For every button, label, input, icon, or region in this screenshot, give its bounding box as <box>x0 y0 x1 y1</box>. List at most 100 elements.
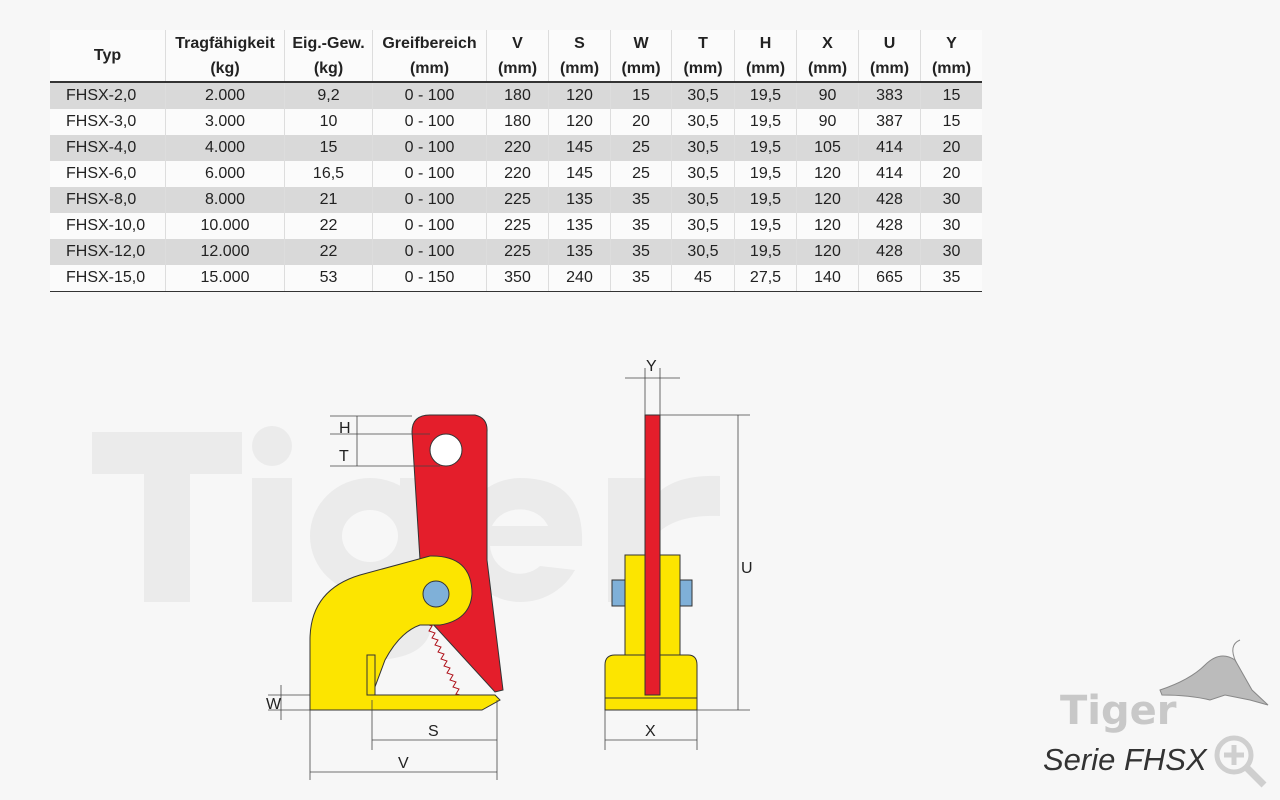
header-unit: (mm) <box>807 59 848 77</box>
table-cell: 0 - 150 <box>372 265 487 292</box>
table-cell: 220 <box>486 135 549 161</box>
series-title: Serie FHSX <box>1043 742 1207 777</box>
header-unit: (mm) <box>409 59 450 77</box>
column-header: U (mm) <box>858 30 921 83</box>
table-cell: FHSX-8,0 <box>50 187 166 213</box>
brand-logo: Tiger <box>1060 688 1177 734</box>
table-cell: 19,5 <box>734 213 797 239</box>
table-cell: 16,5 <box>284 161 373 187</box>
column-header: Typ <box>50 30 166 83</box>
zoom-plus-icon[interactable] <box>1214 735 1267 788</box>
header-unit: (mm) <box>869 59 910 77</box>
table-cell: 120 <box>796 239 859 265</box>
table-cell: 0 - 100 <box>372 239 487 265</box>
table-cell: 9,2 <box>284 82 373 109</box>
column-header: H (mm) <box>734 30 797 83</box>
table-cell: 220 <box>486 161 549 187</box>
lifting-eye-hole <box>429 433 463 467</box>
table-cell: 6.000 <box>165 161 285 187</box>
table-cell: 15.000 <box>165 265 285 292</box>
table-cell: FHSX-2,0 <box>50 82 166 109</box>
table-cell: 30,5 <box>671 109 735 135</box>
dim-label-w: W <box>266 696 282 713</box>
table-cell: 90 <box>796 82 859 109</box>
header-unit: (kg) <box>313 59 344 77</box>
table-cell: 30,5 <box>671 82 735 109</box>
table-cell: 2.000 <box>165 82 285 109</box>
header-label: Eig.-Gew. <box>292 34 365 52</box>
table-cell: 135 <box>548 213 611 239</box>
table-cell: 225 <box>486 239 549 265</box>
column-header: Eig.-Gew. (kg) <box>284 30 373 83</box>
table-cell: 15 <box>610 82 672 109</box>
header-unit: (mm) <box>497 59 538 77</box>
table-cell: 383 <box>858 82 921 109</box>
red-plate-front <box>644 414 661 696</box>
header-label: Y <box>946 34 957 52</box>
table-cell: 120 <box>548 82 611 109</box>
table-header-row: Typ Tragfähigkeit (kg) Eig.-Gew. (kg) Greifbe… <box>50 30 982 83</box>
table-cell: 19,5 <box>734 187 797 213</box>
table-cell: 20 <box>610 109 672 135</box>
clamp-side-view: H T W S V <box>266 414 504 780</box>
table-cell: 0 - 100 <box>372 213 487 239</box>
table-cell: 15 <box>942 113 961 130</box>
column-header: T (mm) <box>671 30 735 83</box>
table-cell: 240 <box>548 265 611 292</box>
table-row: FHSX-2,0 2.000 9,2 0 - 100 180 120 15 30,5 19,5 9… <box>50 82 982 109</box>
table-cell: 25 <box>610 161 672 187</box>
table-cell: 0 - 100 <box>372 135 487 161</box>
table-cell: 387 <box>858 109 921 135</box>
watermark-letter-i-dot <box>252 426 292 466</box>
table-cell: FHSX-12,0 <box>50 239 166 265</box>
table-cell: 428 <box>858 187 921 213</box>
watermark-letter-t-stem <box>144 432 190 602</box>
table-cell: 35 <box>920 265 982 292</box>
table-cell: 19,5 <box>734 161 797 187</box>
table-cell: 15 <box>920 82 982 109</box>
table-cell: 27,5 <box>734 265 797 292</box>
watermark-letter-e <box>458 478 583 602</box>
table-cell: 30 <box>920 239 982 265</box>
table-cell: 21 <box>284 187 373 213</box>
header-label: Tragfähigkeit <box>175 34 275 52</box>
table-cell: 30,5 <box>671 161 735 187</box>
table-cell: 225 <box>486 187 549 213</box>
column-header: Tragfähigkeit (kg) <box>165 30 285 83</box>
table-cell: 0 - 100 <box>372 82 487 109</box>
table-cell: FHSX-3,0 <box>50 109 166 135</box>
table-cell: 135 <box>548 239 611 265</box>
dim-label-v: V <box>398 755 409 772</box>
header-label: H <box>759 34 772 52</box>
front-dimension-lines <box>604 368 750 750</box>
table-cell: 53 <box>284 265 373 292</box>
header-label: W <box>633 34 649 52</box>
table-cell: 22 <box>284 213 373 239</box>
table-row: FHSX-3,0 3.000 10 0 - 100 180 120 20 30,5 19,5 90… <box>50 109 982 135</box>
table-cell: 10.000 <box>165 213 285 239</box>
table-cell: 22 <box>284 239 373 265</box>
table-cell: FHSX-6,0 <box>50 161 166 187</box>
header-label: Typ <box>93 47 122 64</box>
header-label: V <box>512 34 523 52</box>
header-unit: (mm) <box>559 59 600 77</box>
table-cell: 30 <box>942 217 961 234</box>
table-row: FHSX-4,0 4.000 15 0 - 100 220 145 25 30,5 19,5 10… <box>50 135 982 161</box>
dim-label-s: S <box>428 723 439 740</box>
table-row: FHSX-15,0 15.000 53 0 - 150 350 240 35 45 27,5 14… <box>50 265 982 292</box>
table-cell: 145 <box>548 135 611 161</box>
dim-label-t: T <box>339 448 349 465</box>
clamp-front-view: Y U X <box>604 358 753 750</box>
header-unit: (kg) <box>210 59 240 77</box>
header-label: Greifbereich <box>382 34 477 52</box>
table-cell: 145 <box>548 161 611 187</box>
table-cell: 35 <box>610 187 672 213</box>
table-cell: FHSX-10,0 <box>50 213 166 239</box>
table-cell: 35 <box>610 239 672 265</box>
table-cell: 120 <box>796 161 859 187</box>
table-row: FHSX-8,0 8.000 21 0 - 100 225 135 35 30,5 19,5 12… <box>50 187 982 213</box>
table-cell: 105 <box>796 135 859 161</box>
table-cell: 120 <box>548 109 611 135</box>
table-cell: 90 <box>796 109 859 135</box>
